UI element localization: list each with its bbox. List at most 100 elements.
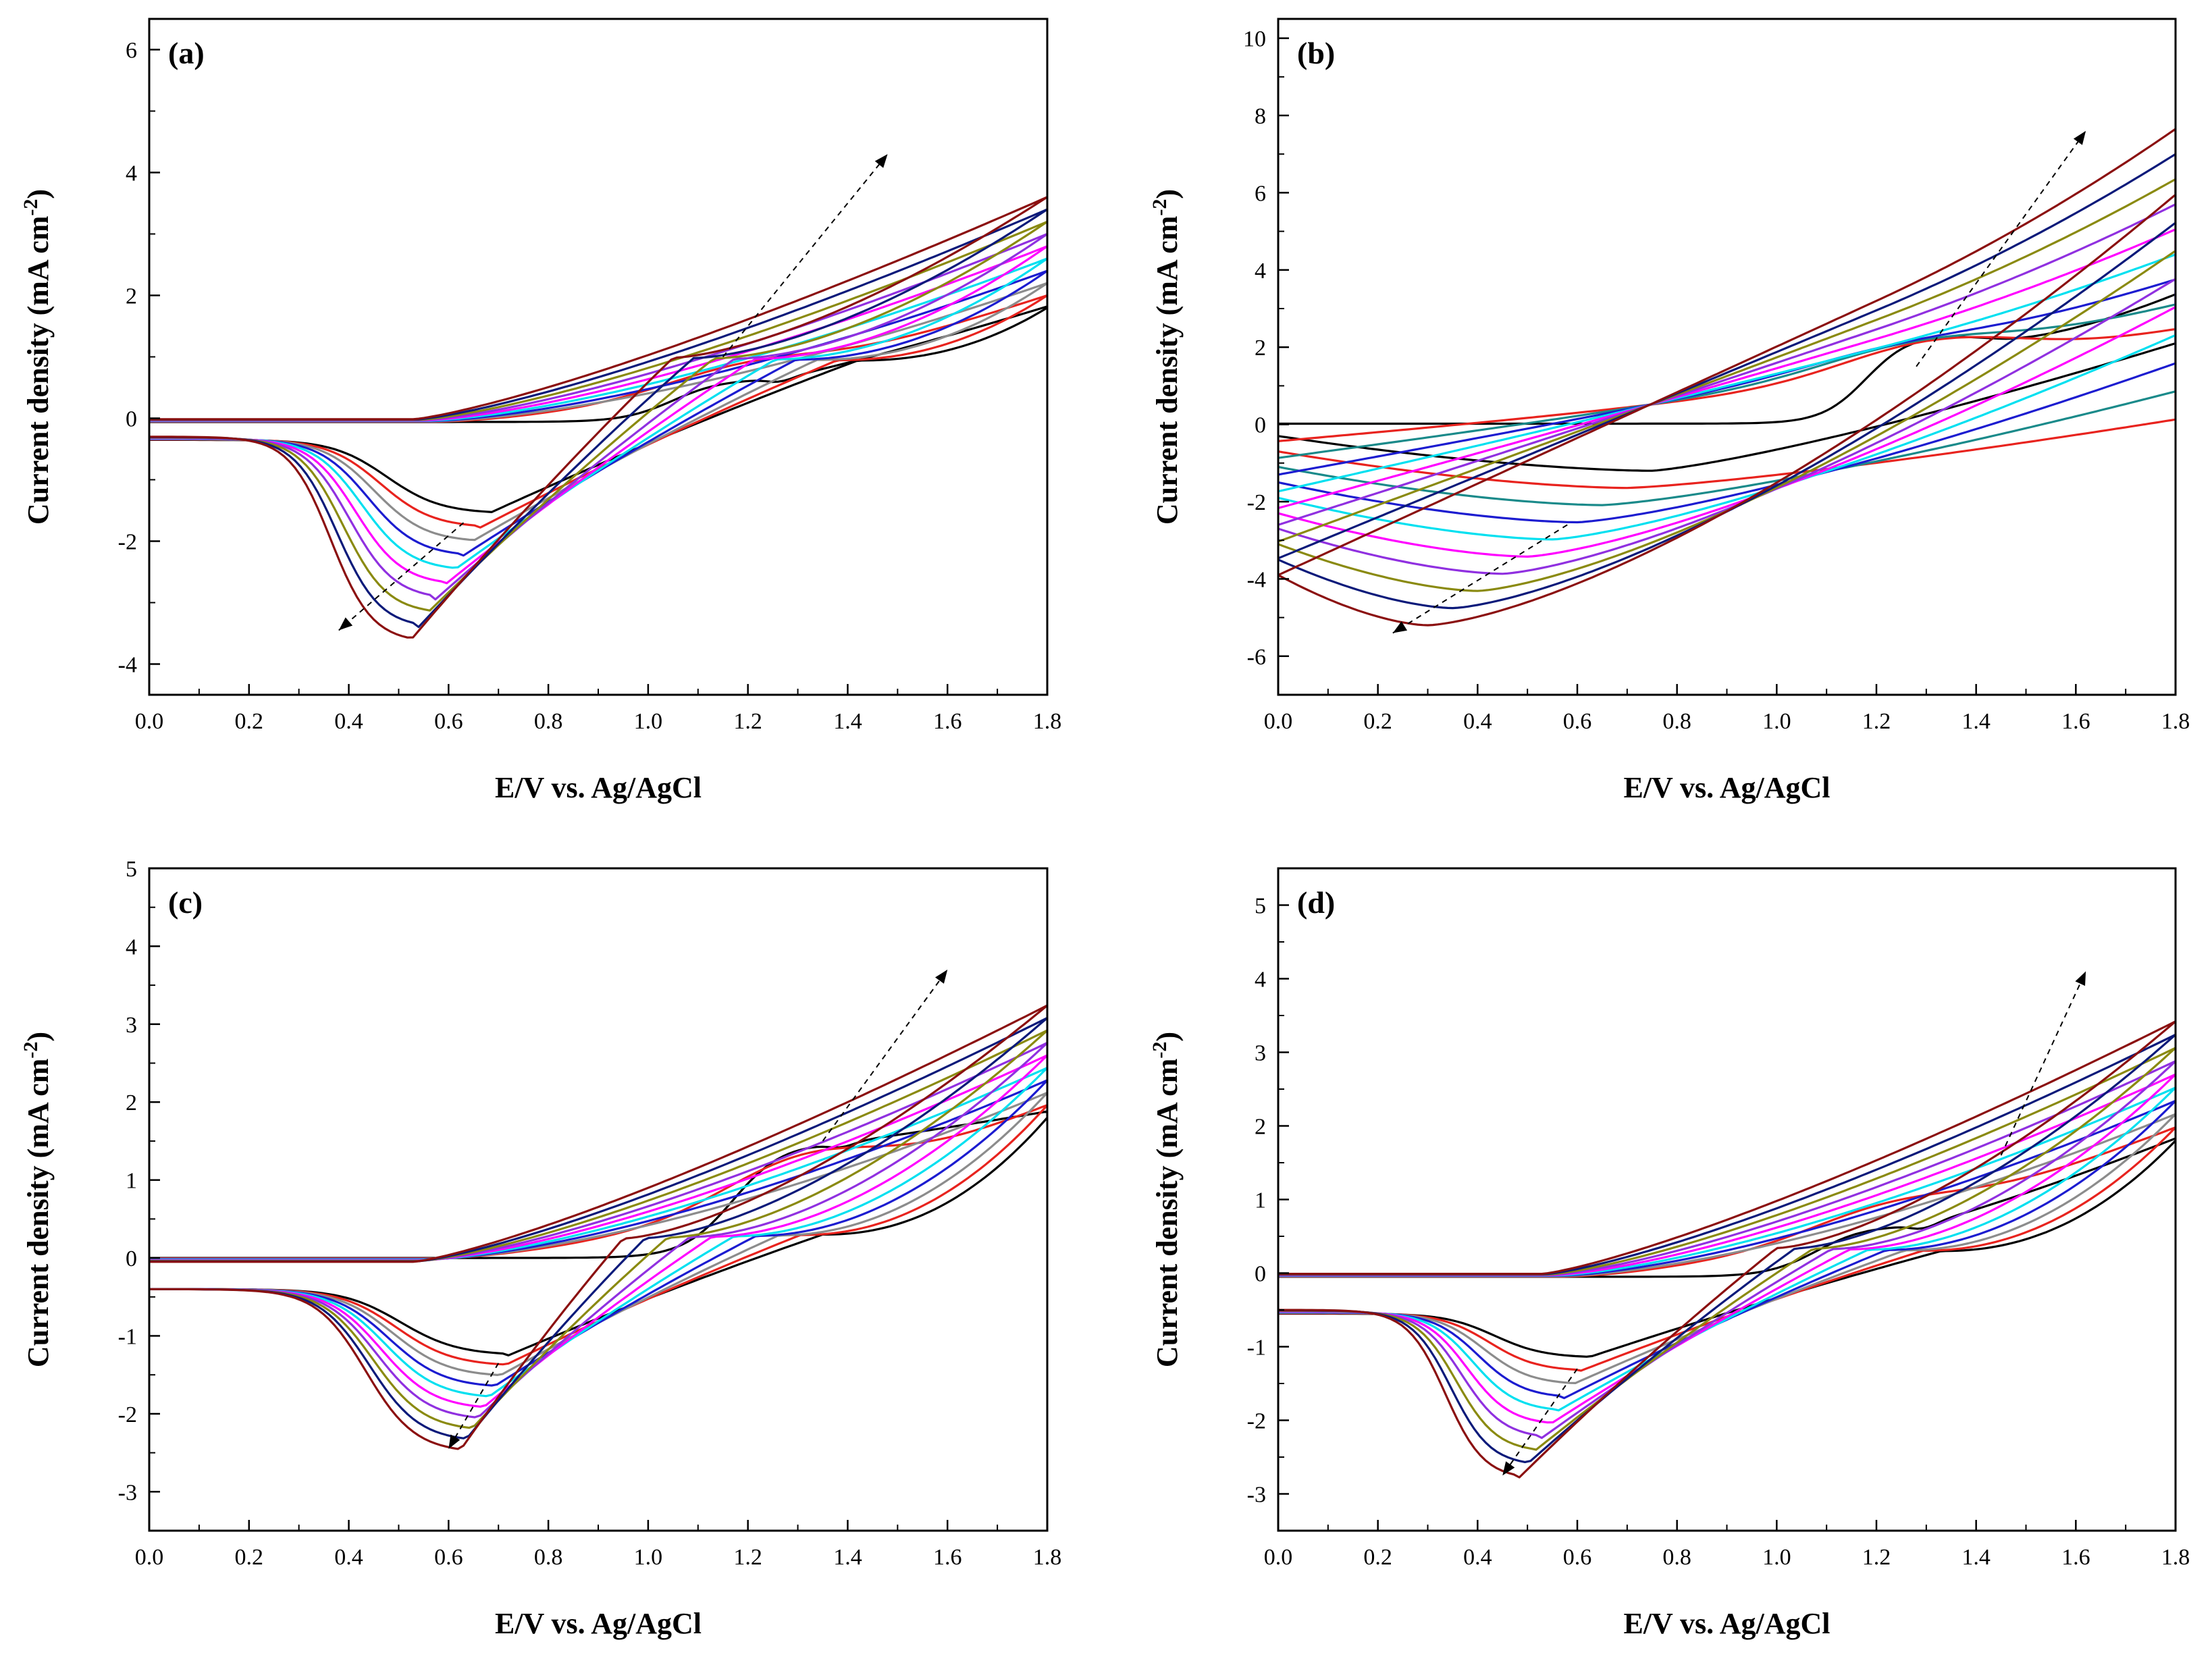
y-tick-label: 1 [1255,1188,1266,1213]
x-tick-label: 1.6 [2061,709,2090,734]
series-group [1278,1020,2176,1479]
x-tick-label: 0.2 [235,1545,264,1570]
x-tick-label: 1.4 [833,1545,862,1570]
y-tick-label: 4 [1255,259,1266,284]
y-tick-label: 3 [1255,1041,1266,1066]
cycle-10-line [149,1004,1047,1450]
trend-arrow-line [722,153,889,358]
trend-arrow-line [1916,130,2086,367]
y-axis-title: Current density (mA cm-2) [20,1032,55,1367]
x-tick-label: 1.2 [1862,1545,1891,1570]
x-axis-title: E/V vs. Ag/AgCl [1623,1607,1830,1640]
cycle-2-line [1278,327,2176,490]
y-axis-title-close: ) [1151,1032,1184,1042]
x-tick-label: 0.4 [1463,1545,1492,1570]
trend-arrow-head [1502,1461,1515,1476]
y-tick-label: -2 [1247,490,1266,515]
panel-label: (c) [168,885,203,920]
x-tick-label: 1.2 [733,709,762,734]
y-axis-title-main: Current density (mA cm [1151,216,1184,525]
cycle-5-line [149,257,1047,569]
y-tick-label: 0 [126,407,137,432]
x-tick-label: 0.0 [135,709,164,734]
y-tick-label: 3 [126,1013,137,1038]
y-axis-title: Current density (mA cm-2) [1149,1032,1184,1367]
trend-arrow-head [874,154,888,168]
cycle-7-line [1278,1060,2176,1440]
panel-b: 0.0 0.2 0.4 0.6 0.8 1.0 1.2 1.4 1.6 1.8 -6 -4 -2 0 2 4 6… [1149,18,2190,804]
y-tick-label: -3 [1247,1483,1266,1508]
trend-arrow-line [822,969,949,1142]
x-tick-label: 0.4 [1463,709,1492,734]
y-tick-label: 4 [1255,968,1266,993]
y-tick-label: -4 [1247,567,1266,592]
y-tick-label: -6 [1247,645,1266,670]
y-tick-label: -4 [118,653,137,678]
trend-arrow-head [934,970,948,984]
y-tick-label: 6 [1255,181,1266,206]
x-tick-label: 1.0 [1762,1545,1791,1570]
cycle-8-line [1278,1047,2176,1451]
x-tick-label: 1.0 [634,1545,663,1570]
cycle-10-line [1278,1020,2176,1479]
trend-arrow-head [2075,971,2086,986]
y-tick-label: -1 [1247,1336,1266,1361]
y-axis-title-main: Current density (mA cm [22,216,55,525]
cycle-1-line [1278,1137,2176,1358]
cycle-7-line [1278,203,2176,575]
y-tick-label: 2 [1255,1115,1266,1140]
y-tick-label: 10 [1243,27,1266,52]
series-group [149,1004,1047,1450]
x-tick-label: 0.8 [534,1545,563,1570]
x-tick-label: 0.4 [334,709,363,734]
cycle-4-line [149,269,1047,557]
x-tick-label: 0.2 [1363,709,1392,734]
x-tick-label: 0.0 [1264,1545,1293,1570]
y-tick-label: 8 [1255,104,1266,129]
y-axis-title: Current density (mA cm-2) [1149,189,1184,525]
y-axis-title-sup: -2 [1149,1042,1171,1059]
panel-label: (a) [168,36,205,70]
cycle-2-line [149,294,1047,529]
x-tick-label: 1.2 [733,1545,762,1570]
x-tick-label: 0.8 [1662,709,1691,734]
plot-frame [148,867,1049,1532]
x-tick-label: 1.6 [2061,1545,2090,1570]
x-tick-label: 0.4 [334,1545,363,1570]
panel-c: 0.0 0.2 0.4 0.6 0.8 1.0 1.2 1.4 1.6 1.8 -3 -2 -1 0 1 2 3… [20,857,1061,1640]
cycle-8-line [149,220,1047,612]
y-tick-label: 5 [126,857,137,882]
y-axis-title-close: ) [22,1032,55,1042]
cycle-10-line [1278,128,2176,627]
panel-label: (d) [1297,885,1335,920]
trend-arrow-head [448,1434,460,1449]
cycle-4-line [1278,1099,2176,1400]
y-axis-title-close: ) [22,189,55,199]
y-axis-title-close: ) [1151,189,1184,199]
x-tick-label: 0.0 [135,1545,164,1570]
x-tick-label: 1.6 [933,1545,962,1570]
y-tick-label: 4 [126,161,137,186]
x-tick-label: 0.6 [1563,1545,1592,1570]
x-tick-label: 0.2 [235,709,264,734]
y-axis-title-main: Current density (mA cm [22,1059,55,1367]
cycle-6-line [149,245,1047,585]
y-tick-label: -3 [118,1480,137,1505]
trend-arrow-head [1392,621,1408,633]
x-tick-label: 1.4 [1961,1545,1991,1570]
panel-d: 0.0 0.2 0.4 0.6 0.8 1.0 1.2 1.4 1.6 1.8 -3 -2 -1 0 1 2 3… [1149,867,2190,1640]
cycle-4-line [1278,278,2176,524]
y-axis-title-sup: -2 [20,1042,42,1059]
trend-arrow-head [2073,130,2086,145]
cycle-5-line [1278,1086,2176,1412]
x-tick-label: 1.8 [2161,1545,2190,1570]
x-axis-title: E/V vs. Ag/AgCl [1623,771,1830,804]
x-tick-label: 0.8 [1662,1545,1691,1570]
x-tick-label: 0.6 [1563,709,1592,734]
cycle-3-line [1278,303,2176,506]
y-tick-label: 0 [1255,1262,1266,1287]
x-tick-label: 1.6 [933,709,962,734]
y-axis-title-main: Current density (mA cm [1151,1059,1184,1367]
x-tick-label: 0.6 [434,709,463,734]
